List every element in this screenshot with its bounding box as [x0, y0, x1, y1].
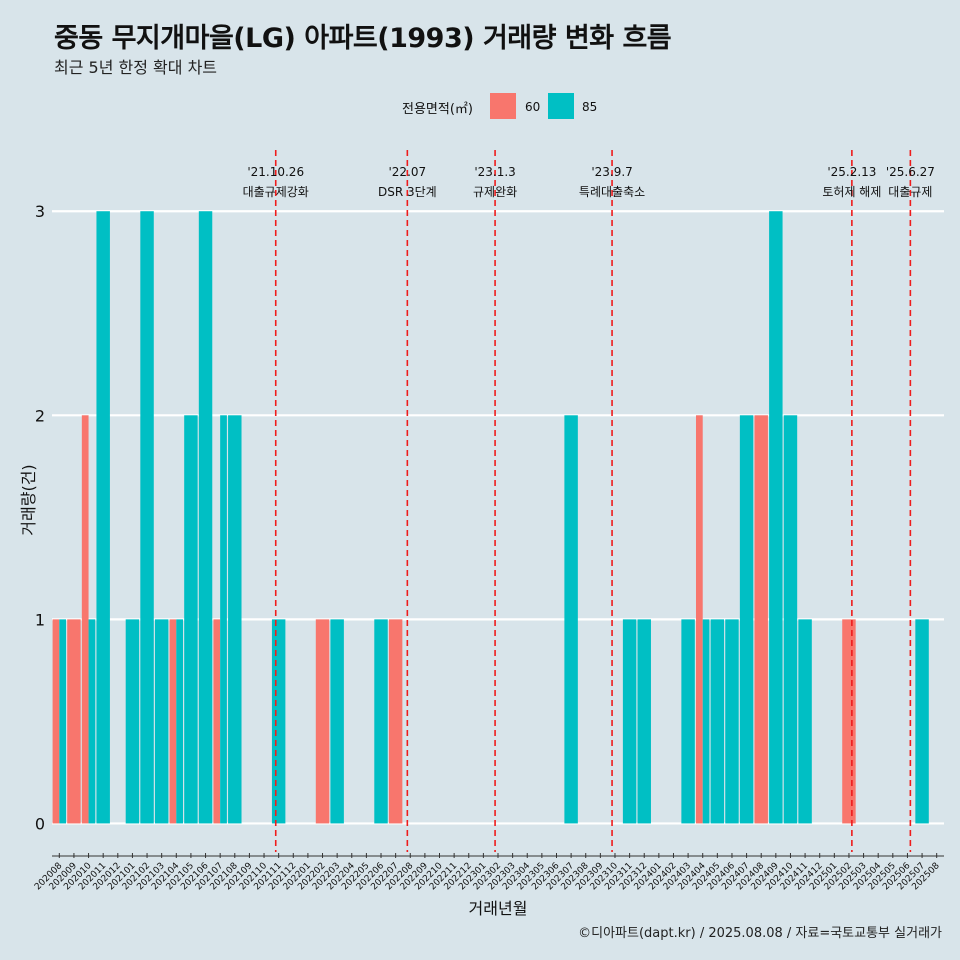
bar-85-202102: [140, 211, 154, 824]
bar-85-202108: [228, 415, 242, 824]
chart-subtitle: 최근 5년 한정 확대 차트: [54, 58, 218, 77]
bar-85-202011: [96, 211, 110, 824]
legend-label-85: 85: [582, 100, 598, 114]
bar-85-202203: [330, 619, 344, 824]
y-axis-title: 거래량(건): [19, 464, 38, 535]
event-label-0: 대출규제강화: [243, 185, 309, 199]
y-tick-label-3: 3: [35, 202, 45, 221]
y-tick-label-1: 1: [35, 610, 45, 629]
bar-60-202404: [695, 415, 703, 824]
y-tick-label-0: 0: [35, 814, 45, 833]
bar-85-202405: [710, 619, 725, 824]
event-date-4: '25.2.13: [827, 165, 876, 179]
bar-85-202403: [681, 619, 695, 824]
bar-85-202106: [198, 211, 213, 824]
event-date-2: '23.1.3: [474, 165, 515, 179]
bar-60-202104: [169, 619, 177, 824]
bar-60-202008: [52, 619, 60, 824]
bar-85-202103: [154, 619, 169, 824]
event-label-3: 특례대출축소: [579, 185, 645, 199]
bar-85-202312: [637, 619, 651, 824]
bar-85-202008: [59, 619, 67, 824]
bar-85-202411: [798, 619, 812, 824]
bar-60-202009: [67, 619, 81, 824]
bar-85-202507: [915, 619, 929, 824]
x-axis-title: 거래년월: [469, 899, 528, 918]
event-label-5: 대출규제: [888, 185, 932, 199]
bar-85-202311: [622, 619, 637, 824]
bar-85-202409: [769, 211, 783, 824]
bar-85-202101: [125, 619, 140, 824]
event-label-1: DSR 3단계: [378, 185, 437, 199]
bar-85-202307: [564, 415, 578, 824]
event-date-1: '22.07: [389, 165, 427, 179]
bar-85-202206: [374, 619, 388, 824]
legend-label-60: 60: [525, 100, 541, 114]
legend-swatch-85: [548, 93, 574, 119]
event-label-4: 토허제 해제: [822, 185, 881, 199]
bar-85-202104: [176, 619, 184, 824]
bar-60-202207: [388, 619, 403, 824]
bar-60-202010: [81, 415, 89, 824]
bar-85-202407: [739, 415, 754, 824]
legend: 전용면적(㎡) 60 85: [0, 92, 960, 122]
bar-85-202105: [184, 415, 198, 824]
event-date-3: '23.9.7: [591, 165, 632, 179]
event-date-5: '25.6.27: [886, 165, 935, 179]
chart-title: 중동 무지개마을(LG) 아파트(1993) 거래량 변화 흐름: [54, 23, 672, 54]
bar-85-202111: [271, 619, 286, 824]
bar-85-202404: [702, 619, 710, 824]
bar-60-202408: [754, 415, 768, 824]
bar-85-202410: [783, 415, 798, 824]
bar-85-202107: [220, 415, 227, 824]
event-label-2: 규제완화: [473, 185, 517, 199]
legend-title: 전용면적(㎡): [402, 102, 473, 117]
source-caption: ©디아파트(dapt.kr) / 2025.08.08 / 자료=국토교통부 실…: [578, 926, 942, 941]
bar-85-202406: [725, 619, 739, 824]
bar-60-202202: [315, 619, 330, 824]
y-tick-label-2: 2: [35, 406, 45, 425]
bar-60-202107: [213, 619, 221, 824]
event-date-0: '21.10.26: [247, 165, 304, 179]
bar-60-202502: [842, 619, 856, 824]
legend-swatch-60: [490, 93, 516, 119]
bar-85-202010: [88, 619, 96, 824]
